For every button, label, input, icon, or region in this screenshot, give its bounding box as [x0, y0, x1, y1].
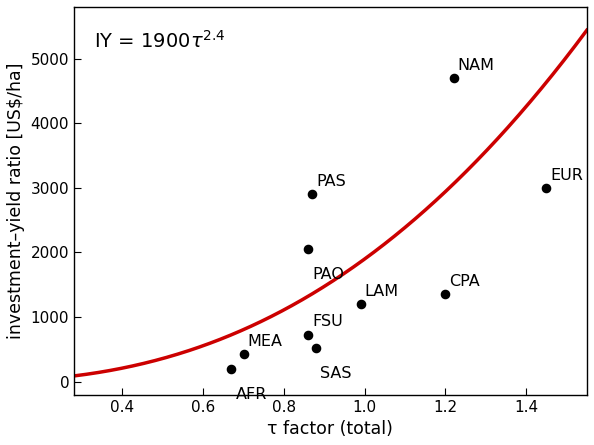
- Text: LAM: LAM: [365, 284, 399, 299]
- Text: SAS: SAS: [320, 366, 352, 381]
- Y-axis label: investment–yield ratio [US$/ha]: investment–yield ratio [US$/ha]: [7, 63, 25, 339]
- Point: [356, 301, 365, 308]
- Text: IY = 1900$\tau^{2.4}$: IY = 1900$\tau^{2.4}$: [94, 30, 226, 52]
- Point: [304, 246, 313, 253]
- Point: [239, 350, 248, 357]
- Text: PAO: PAO: [312, 267, 344, 282]
- Point: [227, 365, 236, 372]
- Point: [304, 331, 313, 338]
- Point: [441, 291, 450, 298]
- X-axis label: τ factor (total): τ factor (total): [267, 420, 393, 438]
- Point: [449, 74, 459, 81]
- Text: NAM: NAM: [457, 58, 495, 73]
- Point: [308, 191, 317, 198]
- Point: [542, 184, 551, 191]
- Text: FSU: FSU: [312, 314, 343, 329]
- Text: MEA: MEA: [248, 334, 283, 349]
- Text: EUR: EUR: [551, 168, 583, 183]
- Text: CPA: CPA: [450, 274, 481, 289]
- Text: AFR: AFR: [235, 387, 267, 402]
- Text: PAS: PAS: [316, 174, 346, 189]
- Point: [311, 344, 321, 352]
